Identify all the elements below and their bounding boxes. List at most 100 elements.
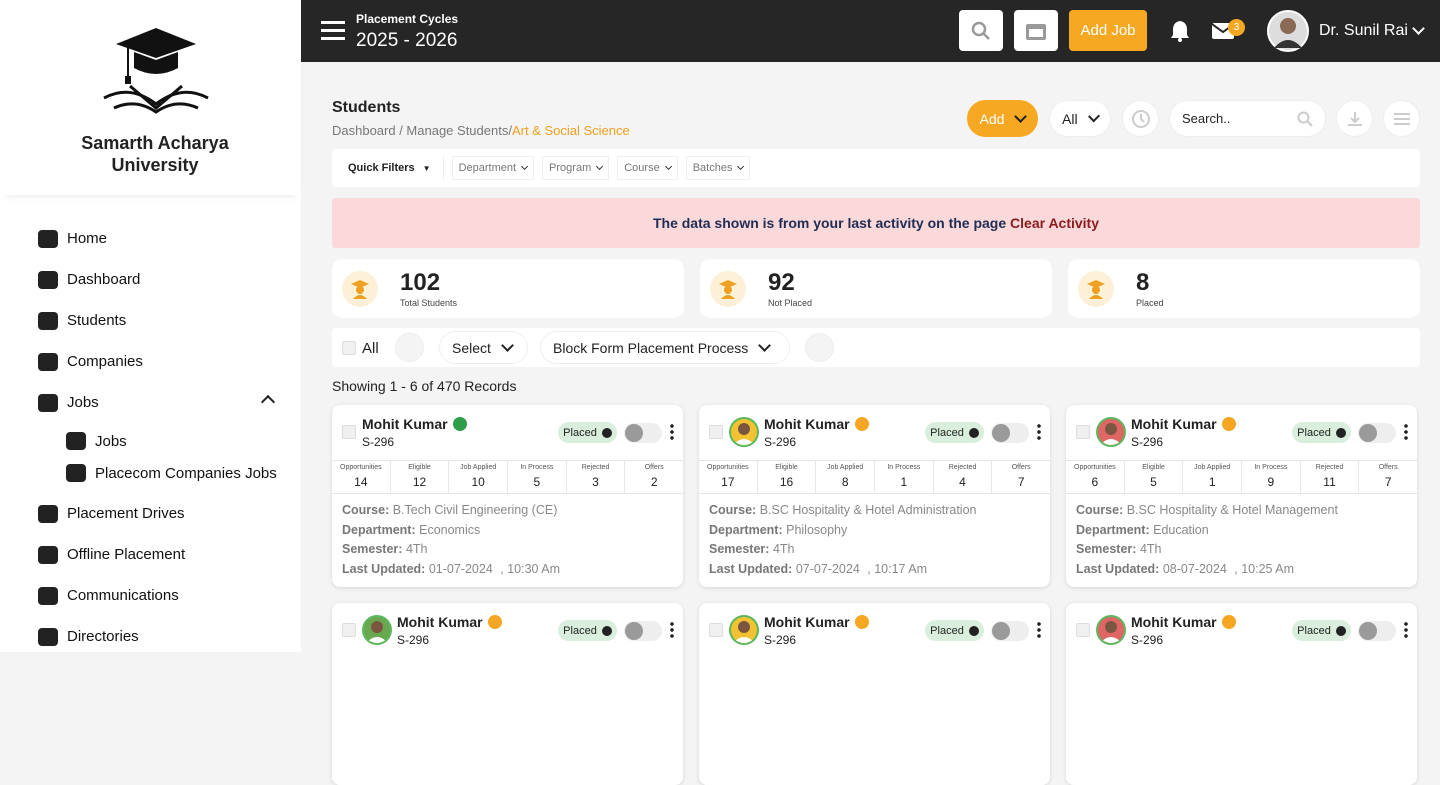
nav-item[interactable]: Home [38,218,298,259]
nav-item[interactable]: Jobs [38,382,298,423]
filter-dropdown[interactable]: Batches [685,156,751,180]
detail-value: 07-07-2024 [795,561,860,576]
card-checkbox[interactable] [342,425,356,439]
select-all-checkbox[interactable] [342,341,356,355]
student-avatar [362,615,392,645]
menu-button[interactable] [321,21,345,40]
nav-label: Placecom Companies Jobs [95,464,277,482]
more-menu[interactable] [1404,621,1408,639]
status-pill: Placed [1292,422,1351,443]
card-checkbox[interactable] [342,623,356,637]
detail-updated: Last Updated: 01-07-2024 , 10:30 Am [342,560,560,580]
filter-dropdown[interactable]: Program [542,156,610,180]
more-menu[interactable] [670,621,674,639]
more-menu[interactable] [1404,423,1408,441]
calendar-button[interactable] [1014,10,1058,51]
student-name[interactable]: Mohit Kumar [1131,416,1217,432]
student-name[interactable]: Mohit Kumar [362,416,448,432]
app: Samarth Acharya University Home Dashboard… [0,0,1440,652]
process-dropdown[interactable]: Block Form Placement Process [540,331,790,364]
nav-item[interactable]: Students [38,300,298,341]
clear-activity[interactable]: Clear Activity [1010,215,1100,231]
nav-label: Jobs [67,394,99,411]
detail-value: 4Th [405,542,428,556]
search-box[interactable]: Search.. [1169,100,1326,137]
toggle-knob [625,622,643,640]
student-name[interactable]: Mohit Kumar [764,614,850,630]
bulk-icon-button[interactable] [395,333,424,362]
student-name-row: Mohit Kumar [764,614,869,630]
detail-value: Philosophy [786,522,848,537]
metric-value: 1 [1208,475,1216,489]
nav-label: Home [67,230,108,247]
metric-label: Opportunities [340,464,382,471]
user-name[interactable]: Dr. Sunil Rai [1319,22,1408,39]
card-checkbox[interactable] [709,623,723,637]
detail-value: B.SC Hospitality & Hotel Management [1126,503,1338,517]
nav-label: Communications [67,587,179,604]
placed-toggle[interactable] [991,621,1029,641]
more-menu[interactable] [1037,621,1041,639]
search-button[interactable] [959,10,1003,51]
metric-label: Rejected [1315,464,1344,471]
placed-toggle[interactable] [991,423,1029,443]
select-dropdown[interactable]: Select [439,331,528,364]
nav-item[interactable]: Directories [38,616,298,657]
card-checkbox[interactable] [1076,623,1090,637]
nav-item[interactable]: Offline Placement [38,534,298,575]
student-id: S-296 [764,435,797,449]
bell-icon[interactable] [1170,20,1190,42]
status-info [968,625,979,636]
user-avatar[interactable] [1267,10,1309,52]
breadcrumb-path[interactable]: Dashboard / Manage Students/ [332,123,512,138]
metric: Rejected 4 [932,461,992,493]
add-button[interactable]: Add [967,100,1038,137]
nav-item[interactable]: Placement Drives [38,493,298,534]
nav-item[interactable]: Communications [38,575,298,616]
quick-filters-label: Quick Filters [348,162,415,174]
placed-toggle[interactable] [1358,621,1396,641]
user-chevron[interactable] [1412,22,1425,35]
student-name[interactable]: Mohit Kumar [1131,614,1217,630]
toggle-knob [1359,622,1377,640]
nav-item[interactable]: Companies [38,341,298,382]
student-card: Mohit Kumar S-296 Placed Opportunities 17 Eli… [699,405,1050,587]
status-pill: Placed [558,422,617,443]
student-name[interactable]: Mohit Kumar [397,614,483,630]
placed-toggle[interactable] [624,621,662,641]
status-info [601,625,612,636]
student-name[interactable]: Mohit Kumar [764,416,850,432]
metric: Opportunities 14 [332,461,390,493]
nav-icon [38,270,58,289]
metric: Opportunities 17 [699,461,757,493]
history-button[interactable] [1122,100,1159,137]
cycle[interactable]: 2025 - 2026 [356,30,458,51]
sub-nav-item[interactable]: Jobs [66,425,298,457]
scope-select[interactable]: All [1049,100,1111,137]
download-button[interactable] [1336,100,1373,137]
nav-item[interactable]: Dashboard [38,259,298,300]
sub-nav-item[interactable]: Placecom Companies Jobs [66,457,298,489]
card-checkbox[interactable] [1076,425,1090,439]
nav: Home Dashboard Students Companies Jobs Jobs Pl… [38,218,298,657]
more-menu[interactable] [1037,423,1041,441]
placed-toggle[interactable] [624,423,662,443]
settings-button[interactable] [1383,100,1420,137]
status-info [1335,427,1346,438]
add-job-button[interactable]: Add Job [1069,10,1147,51]
metric-value: 16 [779,475,794,489]
detail-value: 01-07-2024 [428,561,493,576]
metric-label: In Process [520,464,554,471]
filter-dropdown[interactable]: Department [451,156,535,180]
placed-toggle[interactable] [1358,423,1396,443]
more-menu[interactable] [670,423,674,441]
nav-collapse[interactable] [260,394,276,410]
toggle-knob [992,622,1010,640]
quick-filters-arrow: ▼ [422,163,431,173]
quick-filters[interactable]: Quick Filters ▼ [332,156,444,180]
stat-label: Not Placed [768,298,813,308]
card-checkbox[interactable] [709,425,723,439]
filter-dropdown[interactable]: Course [617,156,678,180]
detail-department: Department: Economics [342,521,560,541]
toolbar-download[interactable] [805,333,834,362]
